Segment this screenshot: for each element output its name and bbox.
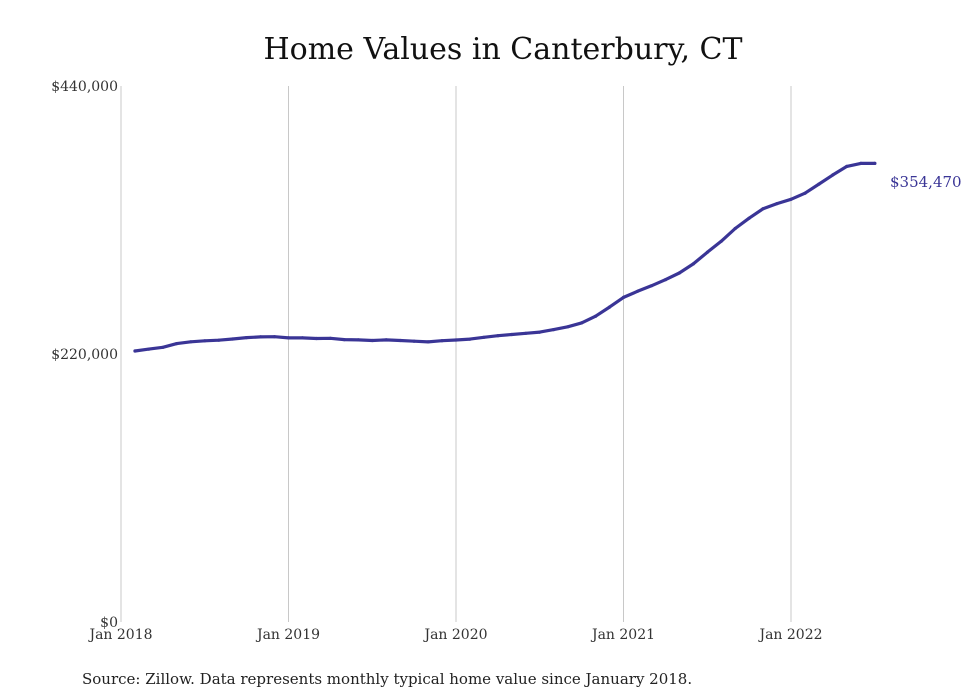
data-point (775, 202, 779, 206)
data-point (594, 314, 598, 318)
data-point (803, 191, 807, 195)
data-point (217, 338, 221, 342)
data-point (245, 336, 249, 340)
data-point (859, 161, 863, 165)
x-tick-label: Jan 2022 (757, 627, 822, 643)
data-point (356, 338, 360, 342)
data-point (747, 216, 751, 220)
data-point (147, 347, 151, 351)
data-point (189, 340, 193, 344)
data-point (328, 336, 332, 340)
data-point (831, 173, 835, 177)
data-point (412, 339, 416, 343)
x-tick-label: Jan 2021 (590, 627, 655, 643)
data-point (552, 328, 556, 332)
data-point (621, 295, 626, 299)
x-axis: Jan 2018 Jan 2019 Jan 2020 Jan 2021 Jan 2022 (87, 627, 822, 643)
source-note: Source: Zillow. Data represents monthly … (82, 670, 692, 688)
data-point (845, 164, 849, 168)
data-point (524, 331, 528, 335)
data-point (426, 340, 430, 344)
data-point (607, 305, 612, 309)
data-point (663, 278, 668, 282)
y-tick-label: $0 (100, 615, 118, 631)
grid-layer (120, 86, 792, 622)
x-tick-label: Jan 2018 (87, 627, 152, 643)
data-point (510, 332, 514, 337)
data-point (789, 197, 793, 201)
data-point (454, 338, 458, 342)
data-point (817, 182, 821, 186)
data-point (538, 330, 542, 334)
data-point (231, 337, 235, 341)
data-point (440, 339, 444, 343)
data-point (705, 250, 709, 254)
data-point (342, 338, 346, 342)
data-point (635, 289, 640, 293)
data-point (259, 335, 263, 339)
data-point (133, 349, 137, 353)
data-point (496, 334, 500, 338)
data-point (566, 325, 570, 329)
data-point (873, 161, 877, 165)
y-axis: $0 $220,000 $440,000 (51, 79, 118, 631)
data-point (733, 226, 737, 231)
data-point (384, 338, 388, 342)
data-point (761, 207, 765, 211)
data-point (370, 338, 374, 343)
y-tick-label: $220,000 (51, 347, 118, 363)
end-value-label: $354,470 (890, 173, 962, 191)
data-point (203, 339, 207, 343)
x-tick-label: Jan 2020 (422, 627, 487, 643)
data-point (398, 338, 402, 343)
chart-title: Home Values in Canterbury, CT (264, 32, 743, 67)
x-tick-label: Jan 2019 (255, 627, 320, 643)
data-point (677, 271, 681, 275)
data-point (161, 345, 165, 349)
data-point (300, 336, 305, 340)
data-point (580, 321, 584, 325)
series-layer (133, 161, 877, 353)
data-point (719, 239, 723, 243)
data-point (482, 335, 486, 339)
data-point (314, 336, 318, 341)
data-point (272, 335, 277, 339)
data-point (175, 342, 179, 346)
data-point (286, 336, 291, 340)
y-tick-label: $440,000 (51, 79, 118, 95)
data-point (691, 262, 695, 266)
data-point (649, 284, 654, 288)
home-value-series-line (133, 161, 877, 353)
data-point (468, 337, 472, 341)
